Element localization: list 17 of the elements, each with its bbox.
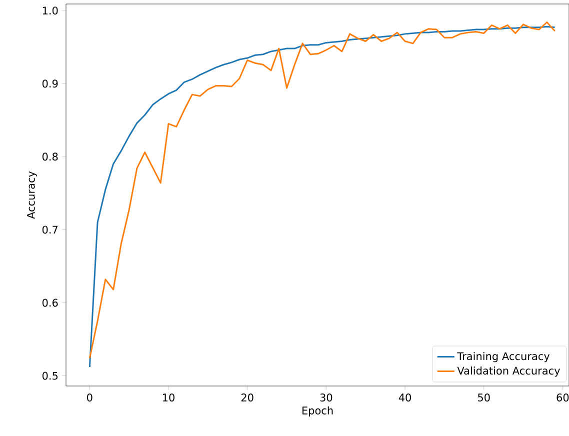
x-tick-label: 50	[478, 394, 490, 402]
x-axis-title: Epoch	[302, 406, 333, 416]
x-tick-label: 30	[320, 394, 332, 402]
y-tick-label: 0.8	[42, 152, 58, 161]
y-tick-label: 0.5	[42, 372, 58, 380]
y-tick-label: 0.9	[42, 80, 58, 88]
x-tick-label: 10	[162, 394, 174, 402]
x-tick-label: 0	[87, 394, 92, 402]
y-tick-label: 0.6	[42, 298, 58, 307]
legend-label: Validation Accuracy	[457, 366, 560, 377]
legend-label: Training Accuracy	[457, 352, 550, 362]
x-tick-label: 20	[241, 394, 254, 402]
y-axis-title: Accuracy	[27, 171, 37, 219]
y-tick-label: 0.7	[42, 226, 58, 234]
y-tick-label: 1.0	[42, 6, 58, 15]
x-tick-label: 60	[556, 394, 569, 402]
x-tick-label: 40	[398, 394, 411, 402]
